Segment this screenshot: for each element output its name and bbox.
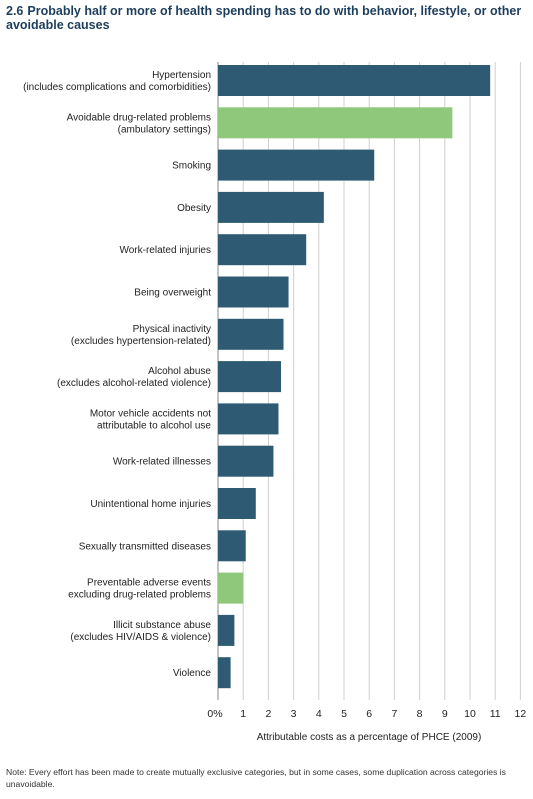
figure-title: Probably half or more of health spending… [6, 4, 522, 32]
x-axis-ticks: 0% 1 2 3 4 5 6 7 8 9 10 11 12 [207, 708, 526, 720]
category-label: Work-related injuries [119, 245, 211, 256]
category-label-line: Work-related illnesses [113, 457, 211, 468]
bar [218, 191, 324, 223]
bar [218, 361, 281, 393]
category-label-line: Obesity [177, 203, 211, 214]
category-label: Smoking [172, 161, 211, 172]
bar [218, 572, 244, 604]
category-label-line: Hypertension [152, 70, 211, 81]
x-tick-label: 12 [515, 708, 527, 720]
category-label: Preventable adverse events excluding drug… [68, 578, 211, 601]
bar [218, 107, 453, 139]
footnote: Note: Every effort has been made to crea… [6, 767, 506, 789]
bar [218, 276, 289, 308]
x-tick-label: 9 [442, 708, 448, 720]
category-labels: Hypertension (includes complications and … [23, 70, 211, 679]
category-label-line: Sexually transmitted diseases [79, 541, 211, 552]
category-label-line: (excludes alcohol-related violence) [57, 378, 211, 389]
category-label-line: Physical inactivity [133, 324, 211, 335]
x-tick-label: 0% [207, 708, 222, 720]
x-tick-label: 8 [417, 708, 423, 720]
x-axis-label: Attributable costs as a percentage of PH… [257, 732, 482, 743]
category-label-line: Avoidable drug-related problems [67, 112, 211, 123]
x-tick-label: 6 [366, 708, 372, 720]
category-label-line: (ambulatory settings) [118, 124, 211, 135]
x-tick-label: 2 [265, 708, 271, 720]
bar [218, 149, 375, 181]
category-label-line: Preventable adverse events [87, 578, 211, 589]
category-label: Motor vehicle accidents not attributable … [90, 408, 212, 431]
bar-chart: Hypertension (includes complications and … [23, 62, 526, 743]
bars [218, 65, 491, 689]
x-tick-label: 5 [341, 708, 347, 720]
category-label-line: Smoking [172, 161, 211, 172]
category-label-line: Unintentional home injuries [90, 499, 211, 510]
category-label: Sexually transmitted diseases [79, 541, 211, 552]
chart-title: 2.6 Probably half or more of health spend… [6, 4, 528, 32]
category-label: Obesity [177, 203, 211, 214]
category-label-line: excluding drug-related problems [68, 590, 211, 601]
category-label: Illicit substance abuse (excludes HIV/AID… [70, 620, 211, 643]
category-label-line: Alcohol abuse [148, 366, 211, 377]
x-tick-label: 11 [490, 708, 501, 720]
figure-number: 2.6 [6, 4, 24, 18]
category-label: Being overweight [134, 288, 211, 299]
category-label: Hypertension (includes complications and … [23, 70, 211, 93]
category-label-line: Illicit substance abuse [113, 620, 211, 631]
category-label: Work-related illnesses [113, 457, 211, 468]
bar [218, 657, 231, 689]
bar [218, 488, 256, 519]
category-label-line: Work-related injuries [119, 245, 211, 256]
category-label: Avoidable drug-related problems (ambulato… [67, 112, 211, 135]
category-label: Violence [173, 668, 212, 679]
bar [218, 445, 274, 477]
bar [218, 530, 246, 562]
bar [218, 318, 284, 350]
category-label-line: (excludes HIV/AIDS & violence) [70, 632, 211, 643]
x-tick-label: 7 [391, 708, 397, 720]
bar [218, 234, 307, 266]
x-tick-label: 3 [291, 708, 297, 720]
category-label-line: (includes complications and comorbiditie… [23, 82, 211, 93]
category-label-line: (excludes hypertension-related) [71, 336, 211, 347]
category-label-line: Being overweight [134, 288, 211, 299]
bar [218, 65, 491, 96]
category-label-line: attributable to alcohol use [97, 420, 211, 431]
category-label: Physical inactivity (excludes hypertensio… [71, 324, 211, 347]
category-label-line: Violence [173, 668, 212, 679]
x-tick-label: 10 [464, 708, 476, 720]
bar [218, 403, 279, 435]
category-label: Alcohol abuse (excludes alcohol-related v… [57, 366, 211, 389]
x-tick-label: 1 [240, 708, 246, 720]
x-tick-label: 4 [316, 708, 322, 720]
bar [218, 614, 235, 646]
category-label-line: Motor vehicle accidents not [90, 408, 211, 419]
category-label: Unintentional home injuries [90, 499, 211, 510]
